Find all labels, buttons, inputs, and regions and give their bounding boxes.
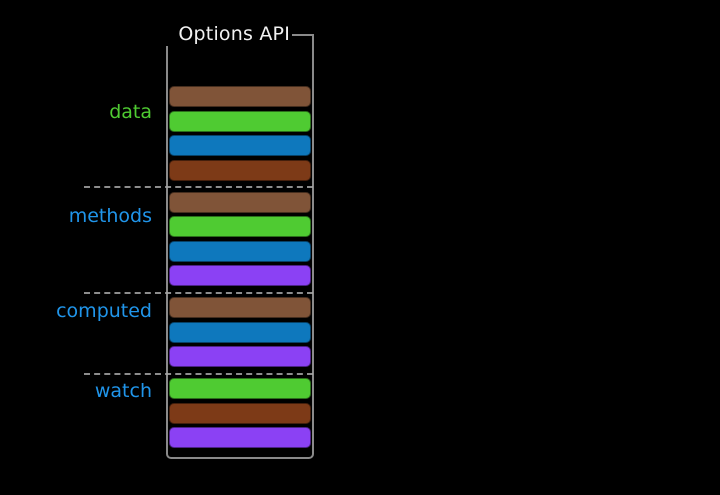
code-fragment-bar-dark_brown xyxy=(169,159,311,181)
code-fragment-bar-blue xyxy=(169,240,311,262)
code-fragment-bar-purple xyxy=(169,427,311,448)
section-separator xyxy=(84,186,313,188)
code-fragment-bar-purple xyxy=(169,265,311,286)
code-fragment-bar-green xyxy=(169,378,311,399)
section-label-watch: watch xyxy=(94,380,152,402)
code-fragment-bar-brown xyxy=(169,86,311,107)
code-fragment-bar-green xyxy=(169,110,311,132)
options-api-box xyxy=(166,46,314,459)
section-label-data: data xyxy=(109,101,152,123)
title-connector-corner xyxy=(312,34,314,48)
code-fragment-bar-brown xyxy=(169,191,311,213)
section-separator xyxy=(84,291,313,294)
code-fragment-bar-brown xyxy=(169,297,311,318)
diagram-title: Options API xyxy=(178,23,290,45)
code-fragment-bar-purple xyxy=(169,346,311,367)
code-fragment-bar-blue xyxy=(169,135,311,156)
code-fragment-bar-blue xyxy=(169,321,311,343)
code-fragment-bar-green xyxy=(169,216,311,237)
section-label-computed: computed xyxy=(56,300,152,322)
section-label-methods: methods xyxy=(68,204,152,227)
section-separator xyxy=(84,372,313,375)
code-fragment-bar-dark_brown xyxy=(169,402,311,424)
title-connector-line xyxy=(292,34,314,36)
